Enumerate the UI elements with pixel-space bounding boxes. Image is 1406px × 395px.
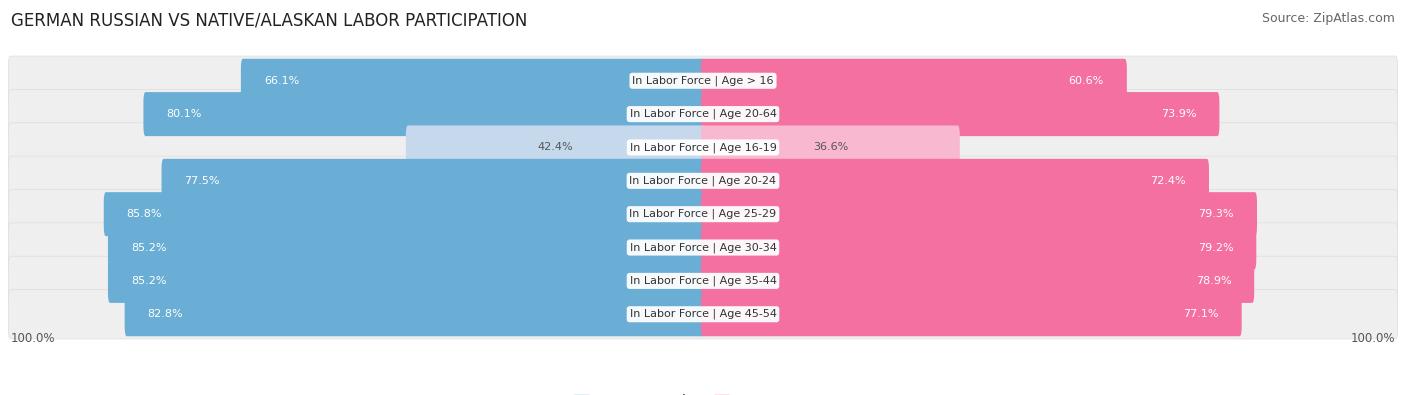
Text: In Labor Force | Age 30-34: In Labor Force | Age 30-34 [630, 242, 776, 253]
Text: 85.2%: 85.2% [131, 276, 166, 286]
FancyBboxPatch shape [108, 259, 704, 303]
Text: 85.2%: 85.2% [131, 243, 166, 252]
FancyBboxPatch shape [8, 290, 1398, 339]
Text: In Labor Force | Age 35-44: In Labor Force | Age 35-44 [630, 276, 776, 286]
Text: 79.3%: 79.3% [1198, 209, 1234, 219]
FancyBboxPatch shape [108, 226, 704, 269]
Text: In Labor Force | Age 20-24: In Labor Force | Age 20-24 [630, 175, 776, 186]
Text: 100.0%: 100.0% [1351, 332, 1396, 345]
Text: 77.5%: 77.5% [184, 176, 219, 186]
Text: 72.4%: 72.4% [1150, 176, 1187, 186]
FancyBboxPatch shape [125, 292, 704, 336]
Text: 82.8%: 82.8% [148, 309, 183, 319]
Text: 79.2%: 79.2% [1198, 243, 1233, 252]
Text: 77.1%: 77.1% [1184, 309, 1219, 319]
FancyBboxPatch shape [8, 190, 1398, 239]
FancyBboxPatch shape [8, 223, 1398, 272]
Legend: German Russian, Native/Alaskan: German Russian, Native/Alaskan [574, 394, 832, 395]
Text: 73.9%: 73.9% [1161, 109, 1197, 119]
FancyBboxPatch shape [8, 256, 1398, 306]
FancyBboxPatch shape [8, 56, 1398, 105]
Text: 80.1%: 80.1% [166, 109, 202, 119]
FancyBboxPatch shape [702, 126, 960, 169]
Text: In Labor Force | Age 25-29: In Labor Force | Age 25-29 [630, 209, 776, 220]
Text: Source: ZipAtlas.com: Source: ZipAtlas.com [1261, 12, 1395, 25]
FancyBboxPatch shape [702, 292, 1241, 336]
Text: 85.8%: 85.8% [127, 209, 162, 219]
FancyBboxPatch shape [240, 59, 704, 103]
FancyBboxPatch shape [406, 126, 704, 169]
FancyBboxPatch shape [702, 92, 1219, 136]
Text: In Labor Force | Age > 16: In Labor Force | Age > 16 [633, 75, 773, 86]
FancyBboxPatch shape [702, 192, 1257, 236]
Text: In Labor Force | Age 16-19: In Labor Force | Age 16-19 [630, 142, 776, 153]
FancyBboxPatch shape [702, 259, 1254, 303]
Text: 36.6%: 36.6% [813, 143, 848, 152]
FancyBboxPatch shape [162, 159, 704, 203]
Text: GERMAN RUSSIAN VS NATIVE/ALASKAN LABOR PARTICIPATION: GERMAN RUSSIAN VS NATIVE/ALASKAN LABOR P… [11, 12, 527, 30]
Text: 60.6%: 60.6% [1069, 76, 1104, 86]
FancyBboxPatch shape [143, 92, 704, 136]
Text: In Labor Force | Age 20-64: In Labor Force | Age 20-64 [630, 109, 776, 119]
FancyBboxPatch shape [702, 226, 1257, 269]
FancyBboxPatch shape [8, 123, 1398, 172]
FancyBboxPatch shape [104, 192, 704, 236]
FancyBboxPatch shape [8, 156, 1398, 205]
Text: 78.9%: 78.9% [1195, 276, 1232, 286]
Text: 42.4%: 42.4% [537, 143, 574, 152]
FancyBboxPatch shape [702, 159, 1209, 203]
FancyBboxPatch shape [702, 59, 1126, 103]
Text: 66.1%: 66.1% [264, 76, 299, 86]
FancyBboxPatch shape [8, 89, 1398, 139]
Text: 100.0%: 100.0% [10, 332, 55, 345]
Text: In Labor Force | Age 45-54: In Labor Force | Age 45-54 [630, 309, 776, 320]
